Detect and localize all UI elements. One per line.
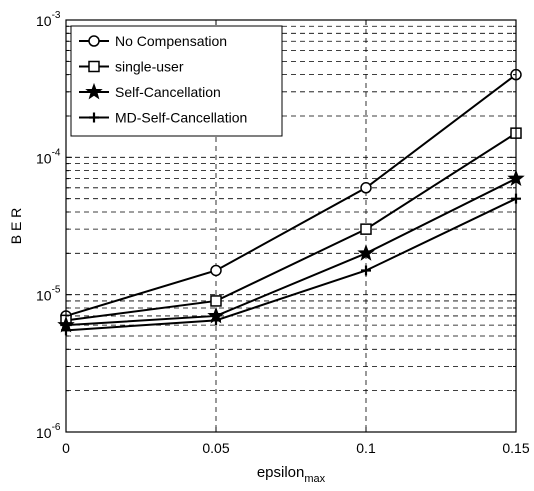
series-line [65, 197, 517, 332]
y-tick-label-base: 10 [36, 425, 52, 441]
legend-marker [88, 35, 100, 47]
legend-label: Self-Cancellation [115, 84, 221, 100]
y-tick-label-exponent: -3 [52, 10, 61, 21]
data-point [361, 265, 371, 276]
y-tick-labels: 10-610-510-410-3 [36, 10, 61, 441]
legend-marker [88, 60, 100, 73]
data-point [357, 244, 375, 261]
y-tick-label-exponent: -5 [52, 285, 61, 296]
legend-item: single-user [79, 59, 184, 75]
y-tick-label: 10-6 [36, 422, 61, 441]
legend-marker [85, 82, 103, 100]
legend-label: single-user [115, 59, 184, 75]
y-axis-label: B E R [8, 208, 24, 245]
y-tick-label-exponent: -4 [52, 147, 61, 158]
y-tick-label: 10-5 [36, 285, 61, 304]
data-point [210, 295, 222, 307]
data-point [211, 315, 221, 326]
x-tick-label: 0 [62, 440, 70, 456]
x-tick-label: 0.05 [202, 440, 229, 456]
y-tick-label-base: 10 [36, 150, 52, 166]
plot-frame [65, 19, 517, 433]
data-point [360, 223, 372, 235]
legend-item: Self-Cancellation [79, 82, 221, 100]
legend-label: No Compensation [115, 33, 227, 49]
data-point [210, 264, 222, 277]
y-tick-label: 10-3 [36, 10, 61, 29]
x-axis-label: epsilonmax [257, 464, 326, 485]
x-axis-label-main: epsilon [257, 464, 305, 481]
legend-label: MD-Self-Cancellation [115, 110, 247, 126]
legend-item: No Compensation [79, 33, 227, 49]
x-tick-label: 0.1 [356, 440, 376, 456]
data-point [360, 182, 372, 194]
series-line [65, 73, 517, 317]
series-line [65, 132, 517, 322]
y-tick-label-exponent: -6 [52, 422, 61, 433]
tick-marks [65, 20, 517, 432]
y-tick-label-base: 10 [36, 13, 52, 29]
x-tick-labels: 0 0.05 0.1 0.15 [62, 440, 530, 456]
y-tick-label: 10-4 [36, 147, 61, 166]
x-tick-label: 0.15 [502, 440, 529, 456]
x-axis-label-subscript: max [304, 473, 325, 485]
y-tick-label-base: 10 [36, 288, 52, 304]
legend: No Compensation single-user Self-Cancellat… [70, 25, 283, 137]
legend-marker [89, 112, 99, 123]
legend-item: MD-Self-Cancellation [79, 110, 247, 126]
series-line [65, 177, 517, 327]
